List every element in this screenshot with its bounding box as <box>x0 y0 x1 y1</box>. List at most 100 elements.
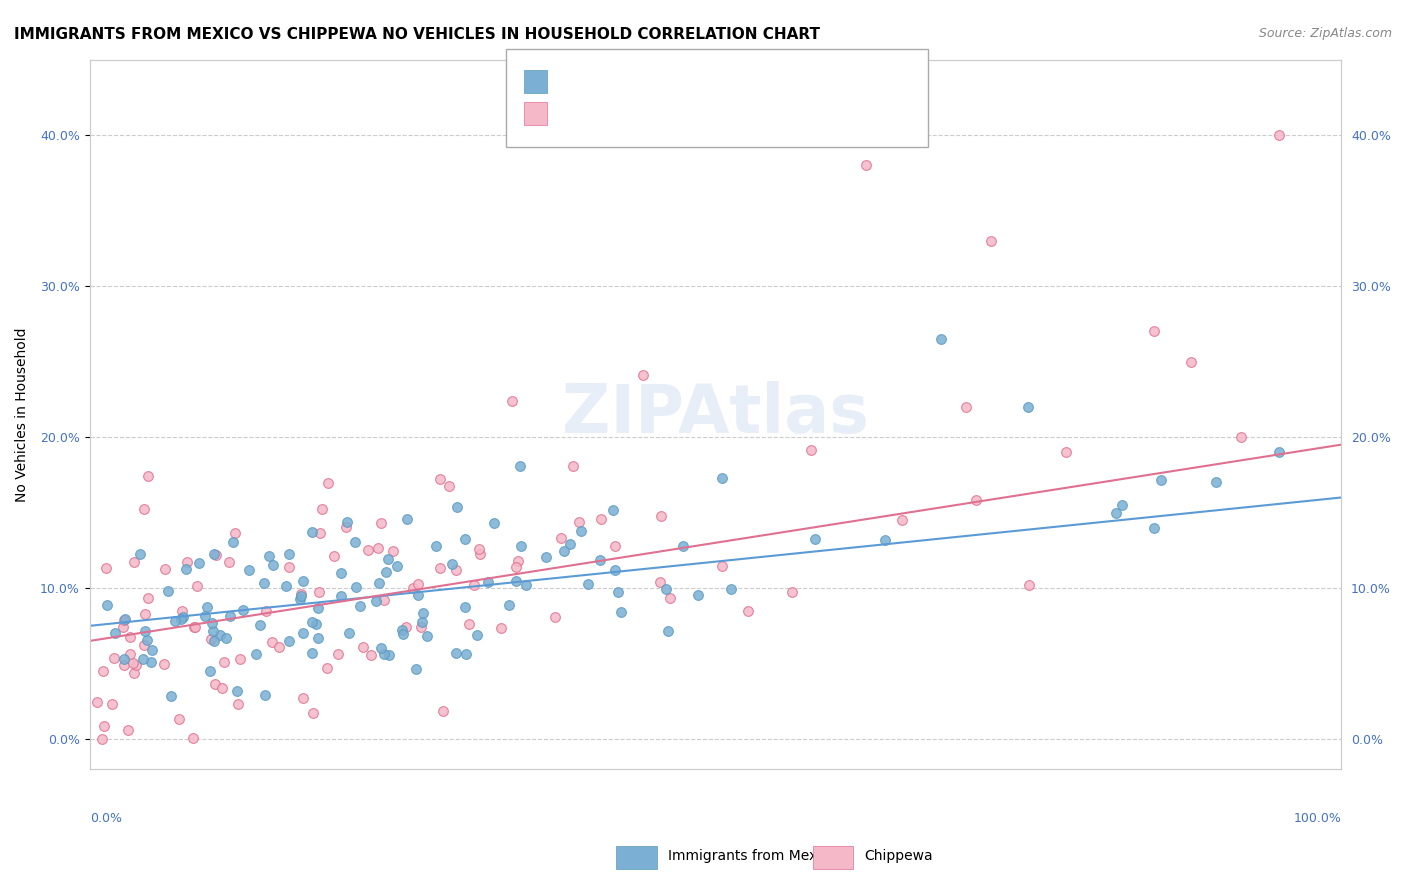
Point <box>553 544 575 558</box>
Point <box>441 558 464 572</box>
Point <box>505 574 527 588</box>
Point <box>134 502 156 516</box>
Point <box>454 532 477 546</box>
Point <box>172 610 194 624</box>
Point <box>311 501 333 516</box>
Text: IMMIGRANTS FROM MEXICO VS CHIPPEWA NO VEHICLES IN HOUSEHOLD CORRELATION CHART: IMMIGRANTS FROM MEXICO VS CHIPPEWA NO VE… <box>14 27 820 42</box>
Point <box>437 479 460 493</box>
Point <box>112 652 135 666</box>
Point <box>1150 473 1173 487</box>
Point <box>194 609 217 624</box>
Point <box>90 732 112 747</box>
Point <box>202 634 225 648</box>
Point <box>720 582 742 596</box>
Point <box>292 626 315 640</box>
Point <box>122 666 145 681</box>
Point <box>875 533 897 547</box>
Point <box>1018 578 1040 592</box>
Point <box>411 615 433 629</box>
Point <box>253 575 276 590</box>
Point <box>104 626 127 640</box>
Point <box>136 468 159 483</box>
Point <box>429 472 451 486</box>
Point <box>1105 506 1128 520</box>
Point <box>249 618 271 632</box>
Point <box>277 547 299 561</box>
Point <box>292 691 315 706</box>
Point <box>458 617 481 632</box>
Point <box>364 594 387 608</box>
Point <box>800 442 823 457</box>
Point <box>198 664 221 678</box>
Point <box>232 603 254 617</box>
Point <box>86 695 108 709</box>
Point <box>336 515 359 529</box>
Point <box>309 526 332 541</box>
Point <box>218 555 240 569</box>
Point <box>114 612 136 626</box>
Point <box>550 531 572 545</box>
Point <box>370 516 392 530</box>
Point <box>278 559 301 574</box>
Point <box>855 158 877 172</box>
Point <box>125 658 148 673</box>
Point <box>205 548 228 562</box>
Point <box>328 647 350 661</box>
Point <box>508 554 530 568</box>
Point <box>335 520 357 534</box>
Point <box>176 562 198 576</box>
Point <box>965 493 987 508</box>
Point <box>290 589 312 603</box>
Point <box>1054 445 1077 459</box>
Y-axis label: No Vehicles in Household: No Vehicles in Household <box>15 327 30 501</box>
Point <box>737 604 759 618</box>
Text: Immigrants from Mexico: Immigrants from Mexico <box>668 849 837 863</box>
Point <box>344 580 367 594</box>
Point <box>308 585 330 599</box>
Point <box>222 535 245 549</box>
Point <box>122 656 145 670</box>
Point <box>135 633 157 648</box>
Point <box>657 624 679 639</box>
Point <box>412 606 434 620</box>
Point <box>112 613 135 627</box>
Point <box>686 588 709 602</box>
Point <box>392 626 415 640</box>
Point <box>405 662 427 676</box>
Text: 0.457: 0.457 <box>569 104 609 119</box>
Point <box>111 620 134 634</box>
Text: 0.0%: 0.0% <box>90 812 122 825</box>
Point <box>576 577 599 591</box>
Point <box>373 593 395 607</box>
Point <box>202 624 225 638</box>
Point <box>93 719 115 733</box>
Point <box>101 697 124 711</box>
Point <box>444 646 467 660</box>
Point <box>1111 499 1133 513</box>
Point <box>569 524 592 538</box>
Point <box>391 624 413 638</box>
Point <box>602 503 624 517</box>
Point <box>482 516 505 530</box>
Point <box>408 589 430 603</box>
Point <box>1143 325 1166 339</box>
Point <box>463 578 485 592</box>
Point <box>589 552 612 566</box>
Point <box>955 400 977 414</box>
Point <box>402 582 425 596</box>
Point <box>544 610 567 624</box>
Point <box>301 615 323 630</box>
Point <box>229 652 252 666</box>
Point <box>468 547 491 561</box>
Point <box>307 631 329 645</box>
Point <box>477 575 499 590</box>
Point <box>118 647 141 661</box>
Point <box>290 587 312 601</box>
Point <box>96 598 118 612</box>
Point <box>186 579 208 593</box>
Point <box>444 563 467 577</box>
Point <box>153 562 176 576</box>
Point <box>136 591 159 606</box>
Text: 96: 96 <box>640 104 658 119</box>
Point <box>650 509 672 524</box>
